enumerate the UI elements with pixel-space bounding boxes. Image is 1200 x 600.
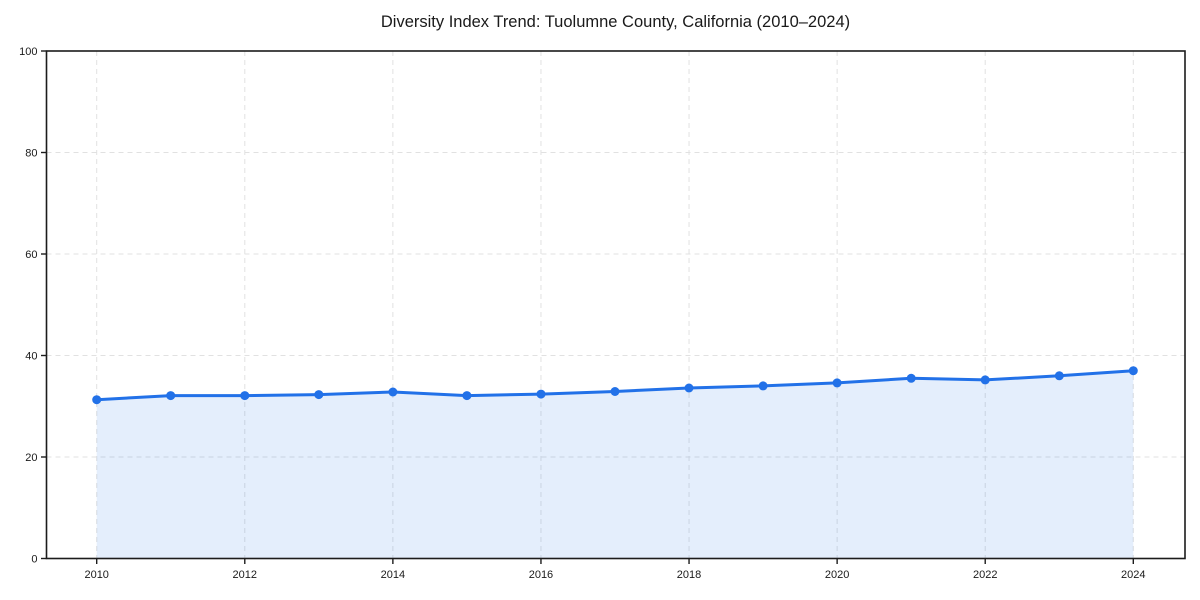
data-point [166, 391, 176, 401]
data-point [980, 375, 990, 385]
data-point [1054, 371, 1064, 381]
chart-title: Diversity Index Trend: Tuolumne County, … [380, 13, 851, 31]
data-point [92, 395, 102, 405]
x-tick-label: 2018 [677, 569, 701, 581]
x-tick-label: 2016 [529, 569, 553, 581]
y-tick-label: 60 [25, 249, 37, 261]
y-tick-label: 40 [25, 350, 37, 362]
data-point [906, 373, 916, 383]
x-tick-label: 2014 [381, 569, 405, 581]
data-point [1128, 366, 1138, 376]
data-point [536, 389, 546, 399]
plot-border [45, 50, 1186, 560]
data-point [388, 387, 398, 397]
y-tick-label: 20 [25, 452, 37, 464]
x-tick-label: 2012 [233, 569, 257, 581]
area-fill [96, 370, 1134, 559]
data-point [314, 390, 324, 400]
data-point [462, 391, 472, 401]
data-point [684, 383, 694, 393]
x-tick-label: 2010 [84, 569, 108, 581]
data-point [610, 387, 620, 396]
y-tick-label: 0 [31, 553, 37, 565]
x-tick-label: 2024 [1121, 569, 1145, 581]
data-point [832, 378, 842, 388]
data-point [240, 391, 250, 401]
y-tick-label: 100 [19, 46, 37, 58]
x-tick-label: 2020 [825, 569, 849, 581]
x-tick-label: 2022 [973, 569, 997, 581]
data-point [758, 381, 768, 391]
y-tick-label: 80 [25, 147, 37, 159]
